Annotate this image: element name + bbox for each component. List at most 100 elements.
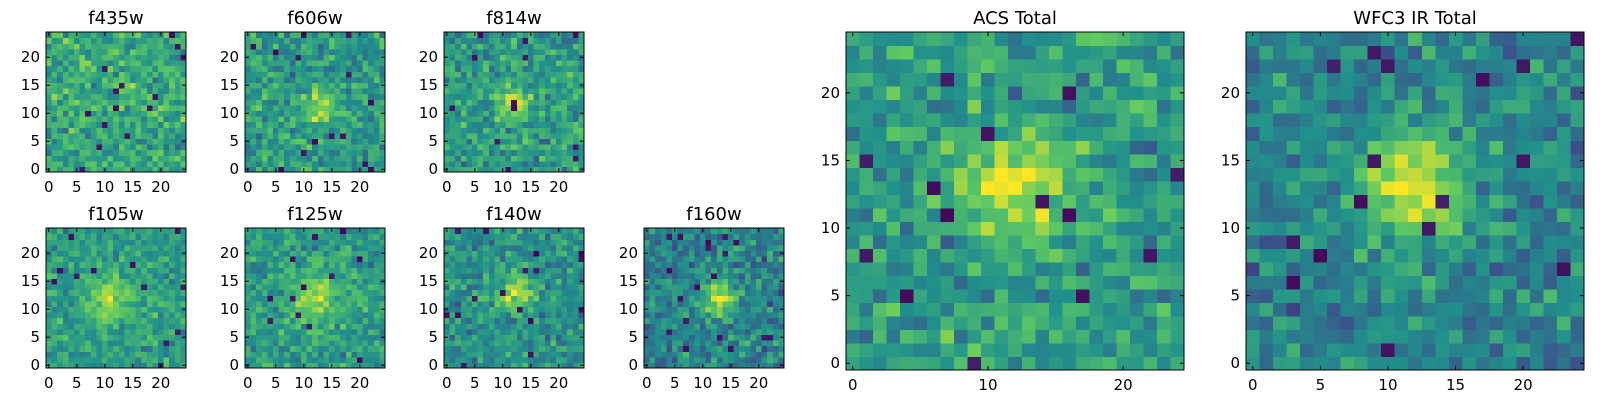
heatmap-cell <box>306 88 313 95</box>
heatmap-cell <box>261 323 268 330</box>
heatmap-cell <box>711 267 718 274</box>
heatmap-cell <box>301 239 308 246</box>
heatmap-cell <box>644 317 651 324</box>
heatmap-cell <box>68 267 75 274</box>
heatmap-cell <box>460 289 467 296</box>
heatmap-cell <box>1089 167 1104 182</box>
heatmap-cell <box>722 278 729 285</box>
heatmap-cell <box>379 144 386 151</box>
heatmap-cell <box>340 362 347 369</box>
heatmap-cell <box>561 351 568 358</box>
heatmap-cell <box>295 295 302 302</box>
heatmap-cell <box>57 272 64 279</box>
heatmap-cell <box>927 261 942 276</box>
heatmap-cell <box>180 99 187 106</box>
heatmap-cell <box>666 244 673 251</box>
heatmap-cell <box>124 250 131 257</box>
heatmap-cell <box>455 138 462 145</box>
heatmap-cell <box>74 160 81 167</box>
heatmap-cell <box>368 60 375 67</box>
heatmap-cell <box>85 278 92 285</box>
heatmap-cell <box>666 261 673 268</box>
heatmap-cell <box>79 272 86 279</box>
heatmap-cell <box>146 121 153 128</box>
heatmap-cell <box>118 334 125 341</box>
heatmap-cell <box>295 88 302 95</box>
heatmap-cell <box>683 300 690 307</box>
heatmap-cell <box>705 261 712 268</box>
heatmap-cell <box>329 104 336 111</box>
heatmap-cell <box>57 356 64 363</box>
y-tick-label: 10 <box>619 300 638 318</box>
heatmap-cell <box>772 239 779 246</box>
heatmap-cell <box>567 138 574 145</box>
heatmap-cell <box>323 340 330 347</box>
heatmap-cell <box>323 160 330 167</box>
heatmap-cell <box>102 272 109 279</box>
heatmap-cell <box>62 289 69 296</box>
heatmap-cell <box>556 82 563 89</box>
heatmap-cell <box>46 256 53 263</box>
heatmap-cell <box>62 82 69 89</box>
heatmap-cell <box>96 356 103 363</box>
heatmap-cell <box>102 43 109 50</box>
heatmap-cell <box>967 275 982 290</box>
heatmap-cell <box>981 180 996 195</box>
heatmap-cell <box>289 54 296 61</box>
heatmap-cell <box>472 278 479 285</box>
heatmap-cell <box>317 261 324 268</box>
heatmap-cell <box>739 317 746 324</box>
heatmap-cell <box>306 250 313 257</box>
heatmap-cell <box>273 149 280 156</box>
heatmap-cell <box>716 356 723 363</box>
heatmap-cell <box>500 244 507 251</box>
heatmap-cell <box>700 323 707 330</box>
heatmap-cell <box>649 267 656 274</box>
heatmap-cells <box>46 32 187 173</box>
heatmap-cell <box>488 149 495 156</box>
heatmap-cell <box>505 116 512 123</box>
heatmap-cell <box>323 43 330 50</box>
heatmap-cell <box>683 317 690 324</box>
heatmap-cell <box>688 351 695 358</box>
heatmap-cell <box>778 267 785 274</box>
heatmap-cell <box>688 300 695 307</box>
heatmap-cell <box>152 295 159 302</box>
heatmap-cell <box>57 340 64 347</box>
heatmap-cell <box>578 121 585 128</box>
heatmap-cell <box>250 267 257 274</box>
heatmap-cell <box>323 356 330 363</box>
heatmap-cell <box>900 275 915 290</box>
heatmap-cell <box>756 278 763 285</box>
heatmap-cell <box>649 261 656 268</box>
heatmap-cell <box>362 54 369 61</box>
heatmap-cell <box>62 144 69 151</box>
heatmap-cell <box>312 295 319 302</box>
heatmap-cell <box>561 306 568 313</box>
heatmap-cell <box>1089 315 1104 331</box>
heatmap-cell <box>528 306 535 313</box>
heatmap-cell <box>1062 167 1077 182</box>
heatmap-cell <box>306 104 313 111</box>
heatmap-cell <box>722 261 729 268</box>
heatmap-cell <box>329 345 336 352</box>
heatmap-cell <box>444 48 451 55</box>
heatmap-cell <box>317 334 324 341</box>
heatmap-cell <box>1008 302 1023 317</box>
heatmap-cell <box>544 127 551 134</box>
heatmap-cell <box>146 82 153 89</box>
heatmap-cell <box>556 289 563 296</box>
heatmap-cell <box>362 121 369 128</box>
heatmap-cell <box>488 356 495 363</box>
heatmap-cell <box>460 48 467 55</box>
heatmap-cell <box>1075 234 1090 249</box>
panel-title: f160w <box>686 204 741 225</box>
heatmap-cell <box>102 256 109 263</box>
heatmap-cell <box>900 180 915 195</box>
heatmap-cell <box>351 82 358 89</box>
heatmap-cell <box>250 239 257 246</box>
heatmap-cell <box>68 233 75 240</box>
heatmap-cell <box>561 295 568 302</box>
heatmap-cell <box>278 362 285 369</box>
heatmap-cell <box>739 328 746 335</box>
